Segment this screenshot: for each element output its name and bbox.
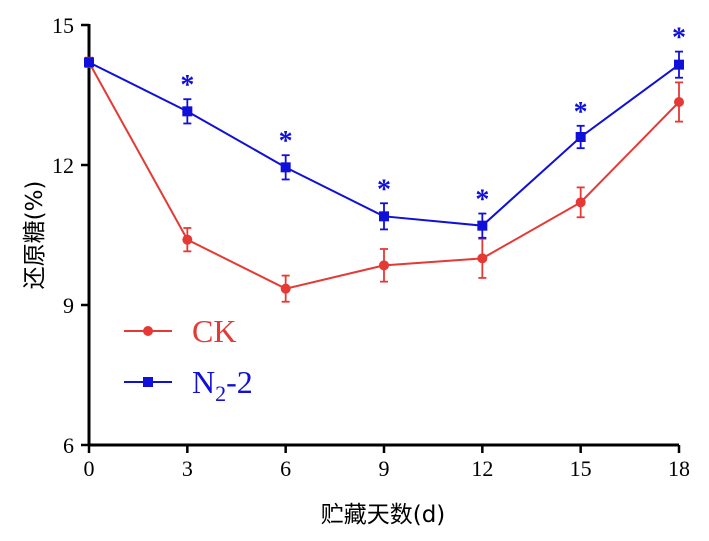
data-point: [674, 59, 684, 70]
data-point: [280, 283, 291, 294]
x-tick-label: 12: [471, 456, 493, 481]
data-point: [379, 211, 389, 222]
y-tick-label: 15: [52, 13, 74, 38]
legend-label-ck: CK: [192, 313, 236, 349]
data-point: [84, 57, 94, 68]
x-tick-label: 3: [182, 456, 193, 481]
data-point: [477, 253, 488, 264]
significance-star: *: [279, 126, 293, 157]
data-point: [182, 106, 193, 117]
legend-marker-n2-2: [143, 377, 153, 387]
legend-label-n2-2-sub: 2: [215, 381, 226, 406]
y-tick-label: 6: [63, 433, 74, 458]
x-tick-label: 9: [379, 456, 390, 481]
legend-label-n2-2-main: N: [192, 364, 215, 400]
data-point: [575, 132, 586, 142]
legend: CK N2-2: [124, 313, 253, 406]
series-layer: * * * * * *: [84, 23, 686, 303]
significance-star: *: [180, 70, 194, 101]
x-tick-label: 18: [668, 456, 690, 481]
y-tick-label: 12: [52, 153, 74, 178]
data-point: [575, 197, 586, 208]
series-1: * * * * * *: [84, 23, 686, 239]
y-axis-title: 还原糖(%): [22, 181, 48, 290]
significance-star: *: [475, 185, 489, 216]
data-point: [280, 162, 291, 173]
significance-star: *: [672, 23, 686, 54]
x-tick-label: 0: [84, 456, 95, 481]
data-point: [674, 97, 684, 107]
x-tick-label: 6: [280, 456, 291, 481]
significance-star: *: [377, 174, 391, 205]
legend-label-n2-2-tail: -2: [226, 364, 253, 400]
x-axis-title: 贮藏天数(d): [321, 502, 446, 528]
significance-star: *: [574, 97, 588, 128]
data-point: [379, 260, 389, 271]
legend-label-n2-2: N2-2: [192, 364, 253, 406]
x-tick-label: 15: [570, 456, 592, 481]
data-point: [182, 234, 193, 245]
y-tick-label: 9: [63, 293, 74, 318]
axes: 0 3 6 9 12 15 18 6 9 12 15: [52, 13, 690, 481]
legend-marker-ck: [143, 326, 153, 336]
data-point: [477, 220, 488, 231]
